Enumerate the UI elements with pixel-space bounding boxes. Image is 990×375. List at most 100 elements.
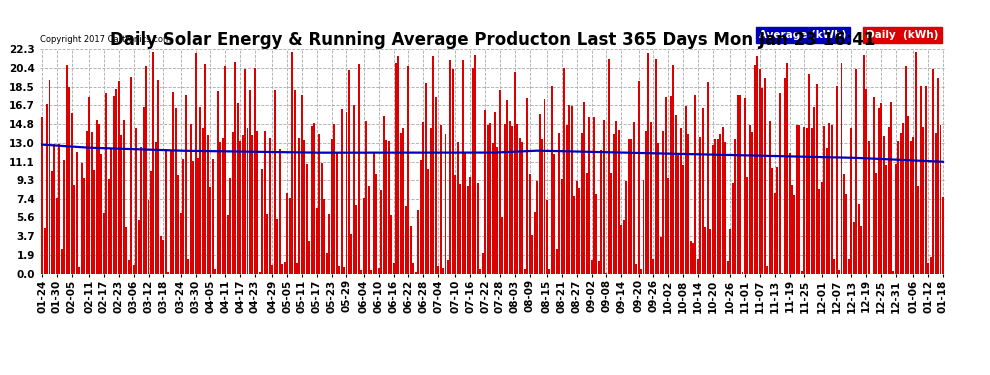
Bar [847, 260, 849, 274]
Bar [862, 55, 865, 274]
Bar [915, 52, 917, 274]
Bar [808, 74, 810, 274]
Bar [865, 90, 867, 274]
Bar [476, 183, 478, 274]
Bar [281, 264, 283, 274]
Bar [774, 193, 776, 274]
Bar [739, 95, 741, 274]
Bar [446, 260, 448, 274]
Bar [131, 77, 132, 274]
Bar [568, 105, 570, 274]
Bar [585, 173, 587, 274]
Bar [81, 163, 83, 274]
Bar [110, 148, 112, 274]
Bar [323, 199, 325, 274]
Bar [566, 124, 568, 274]
Bar [509, 121, 511, 274]
Bar [550, 87, 552, 274]
Bar [578, 188, 580, 274]
Bar [534, 211, 536, 274]
Bar [558, 134, 560, 274]
Bar [927, 263, 929, 274]
Bar [640, 269, 642, 274]
Bar [286, 193, 288, 274]
Bar [459, 184, 461, 274]
Bar [746, 177, 748, 274]
Bar [289, 198, 291, 274]
Bar [575, 181, 577, 274]
Bar [860, 226, 862, 274]
Bar [598, 261, 600, 274]
Bar [95, 120, 97, 274]
Bar [682, 165, 684, 274]
Bar [593, 117, 595, 274]
Bar [732, 183, 734, 274]
Bar [687, 134, 689, 274]
Bar [657, 143, 659, 274]
Bar [154, 142, 156, 274]
Bar [103, 213, 105, 274]
Bar [469, 177, 471, 274]
Bar [407, 66, 410, 274]
Bar [519, 138, 521, 274]
Bar [454, 175, 456, 274]
Bar [44, 228, 46, 274]
Bar [618, 130, 620, 274]
Bar [58, 144, 60, 274]
Bar [548, 269, 550, 274]
Bar [232, 132, 234, 274]
Bar [207, 135, 209, 274]
Bar [563, 69, 565, 274]
Bar [258, 272, 260, 274]
Bar [316, 208, 318, 274]
Bar [699, 137, 702, 274]
Bar [794, 195, 796, 274]
Bar [925, 86, 927, 274]
Bar [895, 164, 897, 274]
Bar [712, 145, 714, 274]
Bar [308, 241, 310, 274]
Bar [445, 134, 446, 274]
Bar [570, 106, 572, 274]
Bar [240, 141, 241, 274]
Bar [821, 182, 823, 274]
Bar [266, 214, 268, 274]
Bar [689, 241, 691, 274]
Bar [811, 128, 813, 274]
Bar [873, 97, 875, 274]
Bar [352, 105, 354, 274]
Bar [489, 123, 491, 274]
Bar [823, 126, 825, 274]
Bar [853, 222, 855, 274]
Bar [845, 194, 847, 274]
Bar [85, 131, 87, 274]
Bar [791, 185, 793, 274]
Bar [172, 92, 174, 274]
Bar [590, 260, 592, 274]
Bar [761, 88, 763, 274]
Bar [385, 140, 387, 274]
Bar [253, 68, 255, 274]
Bar [212, 159, 214, 274]
Bar [613, 134, 615, 274]
Bar [623, 219, 625, 274]
Bar [387, 141, 389, 274]
Bar [880, 103, 882, 274]
Bar [276, 219, 278, 274]
Bar [932, 69, 934, 274]
Bar [620, 225, 622, 274]
Bar [759, 69, 761, 274]
Bar [719, 134, 721, 274]
Bar [826, 148, 828, 274]
Bar [474, 56, 476, 274]
Bar [893, 271, 895, 274]
Bar [725, 142, 727, 274]
Bar [539, 114, 541, 274]
Bar [273, 90, 275, 274]
Bar [141, 147, 142, 274]
Bar [278, 149, 281, 274]
Bar [506, 100, 509, 274]
Text: Daily  (kWh): Daily (kWh) [866, 30, 939, 40]
Bar [633, 122, 635, 274]
Bar [449, 60, 451, 274]
